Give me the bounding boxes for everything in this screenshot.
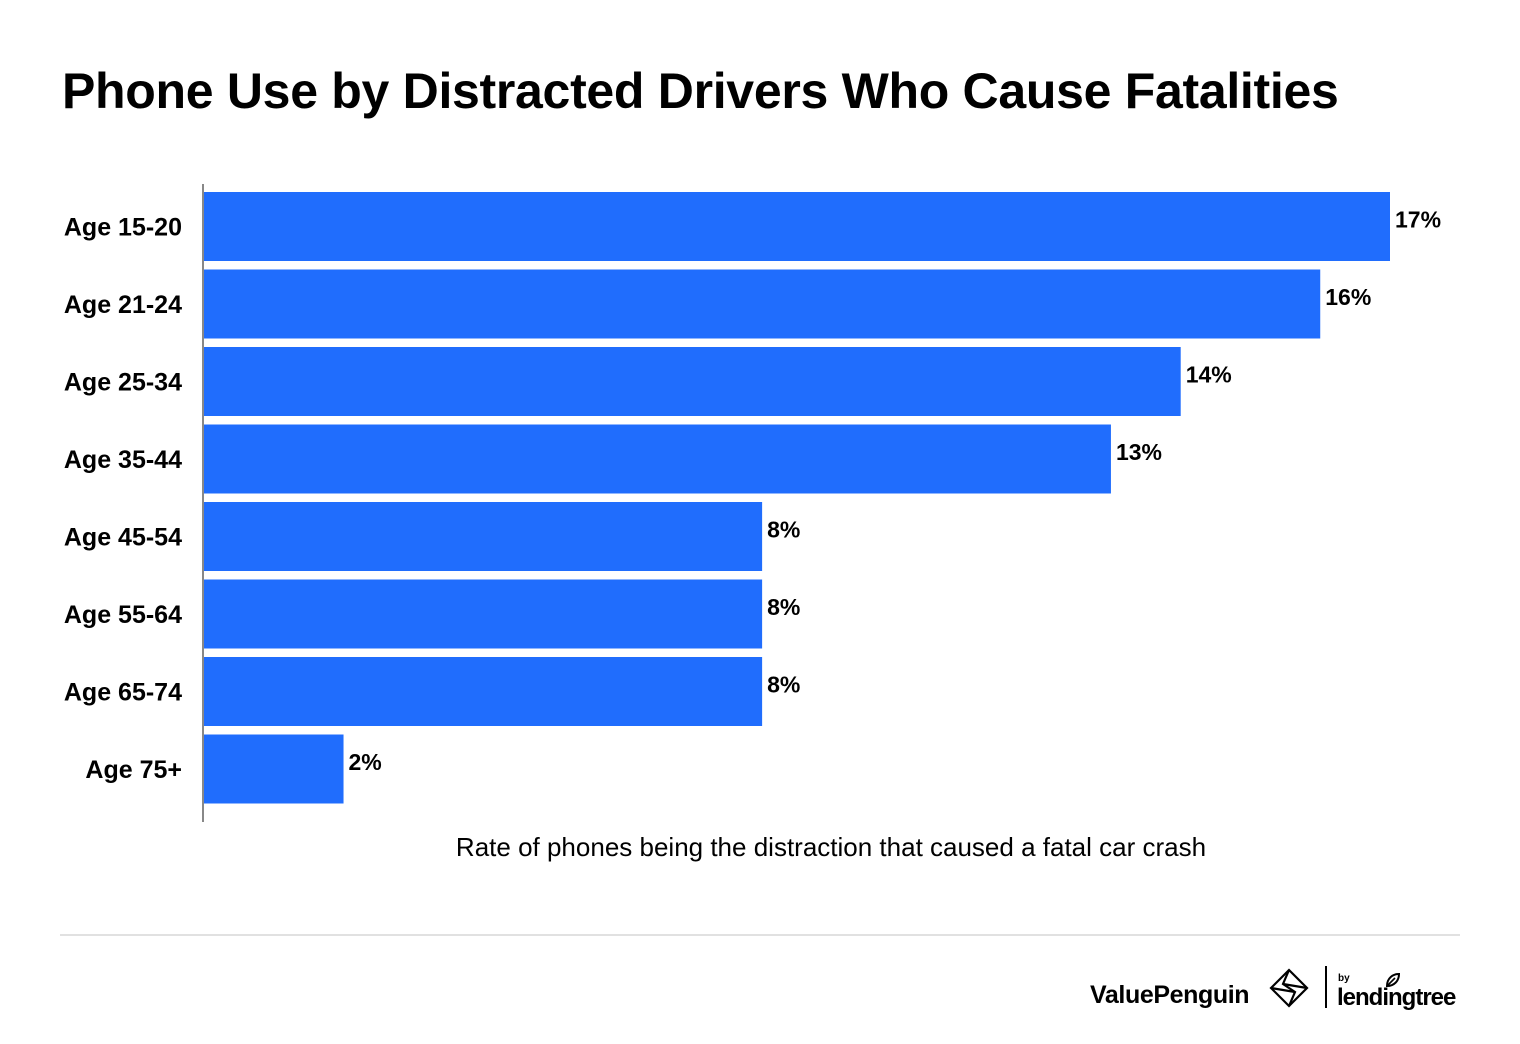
lendingtree-wordmark: lendingtree	[1337, 984, 1456, 1011]
category-label-1: Age 21-24	[64, 291, 182, 319]
value-label-7: 2%	[349, 749, 382, 775]
bar-3	[204, 424, 1111, 494]
bar-6	[204, 657, 763, 726]
chart-title: Phone Use by Distracted Drivers Who Caus…	[62, 63, 1339, 119]
category-labels-layer: Age 15-20 Age 21-24 Age 25-34 Age 35-44 Age …	[64, 214, 182, 785]
logo-separator	[1325, 966, 1327, 1008]
bar-2	[204, 347, 1181, 416]
valuepenguin-wordmark: ValuePenguin	[1090, 981, 1250, 1009]
bars-layer	[204, 192, 1390, 804]
value-label-6: 8%	[767, 672, 800, 698]
value-label-1: 16%	[1325, 284, 1371, 310]
category-label-3: Age 35-44	[64, 446, 182, 474]
value-label-4: 8%	[767, 517, 800, 543]
value-labels-layer: 17% 16% 14% 13% 8% 8% 8% 2%	[349, 207, 1442, 776]
value-label-0: 17%	[1395, 207, 1441, 233]
category-label-0: Age 15-20	[64, 214, 182, 242]
bar-5	[204, 579, 763, 649]
category-label-2: Age 25-34	[64, 369, 182, 397]
leaf-icon	[1385, 972, 1401, 988]
category-label-7: Age 75+	[85, 756, 182, 784]
bar-4	[204, 502, 763, 571]
logo-by-text: by	[1338, 973, 1350, 984]
category-label-5: Age 55-64	[64, 601, 182, 629]
footer-logos: ValuePenguin by lendingtree	[1085, 962, 1460, 1016]
bar-1	[204, 269, 1321, 339]
category-label-4: Age 45-54	[64, 524, 182, 552]
x-axis-label: Rate of phones being the distraction tha…	[455, 832, 1207, 862]
value-label-3: 13%	[1116, 439, 1162, 465]
value-label-5: 8%	[767, 594, 800, 620]
valuepenguin-diamond-icon	[1269, 968, 1309, 1008]
value-label-2: 14%	[1186, 362, 1232, 388]
footer-divider	[60, 934, 1460, 936]
bar-0	[204, 192, 1390, 261]
category-label-6: Age 65-74	[64, 679, 182, 707]
bar-7	[204, 734, 344, 804]
